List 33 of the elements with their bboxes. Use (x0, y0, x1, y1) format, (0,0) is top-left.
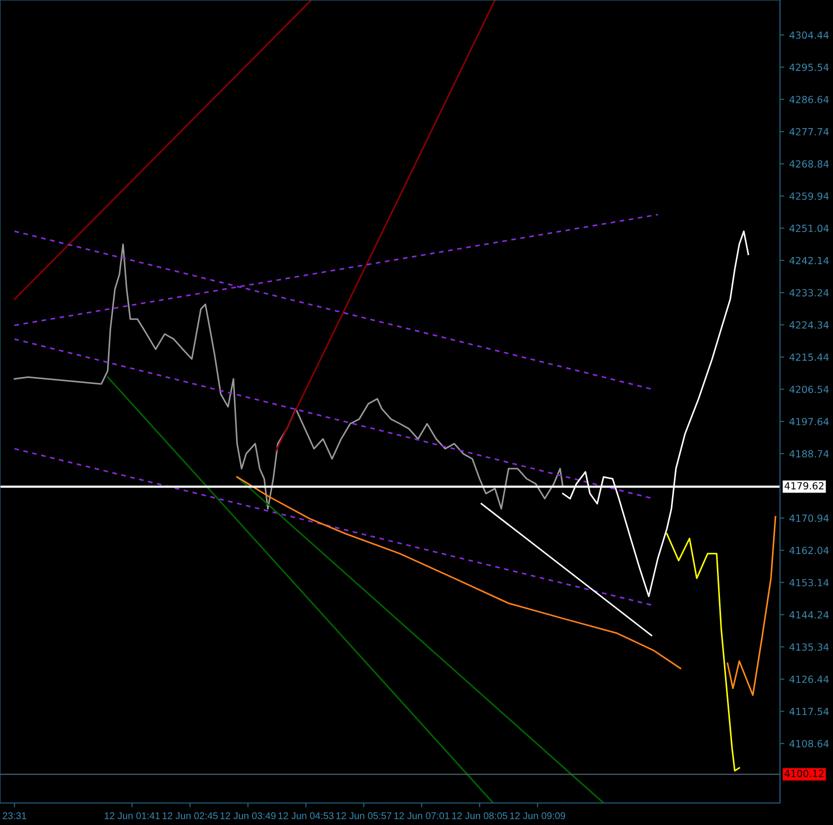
y-tick-label: 4117.54 (790, 708, 829, 716)
ref-line-label: 4100.12 (784, 770, 824, 778)
y-tick-label: 4215.44 (790, 354, 829, 361)
y-tick-label: 4277.74 (790, 128, 829, 136)
y-tick-label: 4233.24 (790, 289, 829, 296)
y-tick-label: 4126.44 (790, 676, 829, 683)
y-tick-label: 4268.84 (790, 160, 829, 168)
y-tick-label: 4259.94 (790, 192, 829, 200)
y-tick-label: 4197.64 (790, 418, 829, 426)
x-tick-label: 12 Jun 02:45 (162, 812, 218, 820)
y-tick-label: 4170.94 (790, 514, 829, 522)
y-tick-label: 4162.04 (790, 546, 829, 554)
y-tick-label: 4295.54 (790, 64, 829, 71)
x-tick-label: 12 Jun 05:57 (336, 812, 392, 820)
y-tick-label: 4242.14 (790, 256, 829, 264)
y-tick-label: 4224.34 (790, 321, 829, 329)
y-tick-label: 4206.54 (790, 386, 829, 394)
x-tick-label: 12 Jun 01:41 (104, 812, 160, 820)
x-tick-label: 12 Jun 08:05 (452, 812, 508, 820)
y-tick-label: 4286.64 (790, 96, 829, 104)
y-tick-label: 4144.24 (790, 611, 829, 618)
x-tick-label: 23:31 (2, 812, 26, 820)
y-tick-label: 4304.44 (790, 31, 829, 39)
x-tick-label: 12 Jun 04:53 (278, 812, 334, 820)
y-tick-label: 4251.04 (790, 224, 829, 232)
y-tick-label: 4153.14 (790, 578, 829, 586)
x-tick-label: 12 Jun 03:49 (220, 812, 276, 820)
ref-line-label: 4179.62 (784, 482, 824, 490)
x-tick-label: 12 Jun 09:09 (510, 812, 566, 820)
y-tick-label: 4108.64 (790, 740, 829, 748)
x-tick-label: 12 Jun 07:01 (394, 812, 450, 820)
y-tick-label: 4188.74 (790, 450, 829, 458)
y-tick-label: 4135.34 (790, 643, 829, 651)
